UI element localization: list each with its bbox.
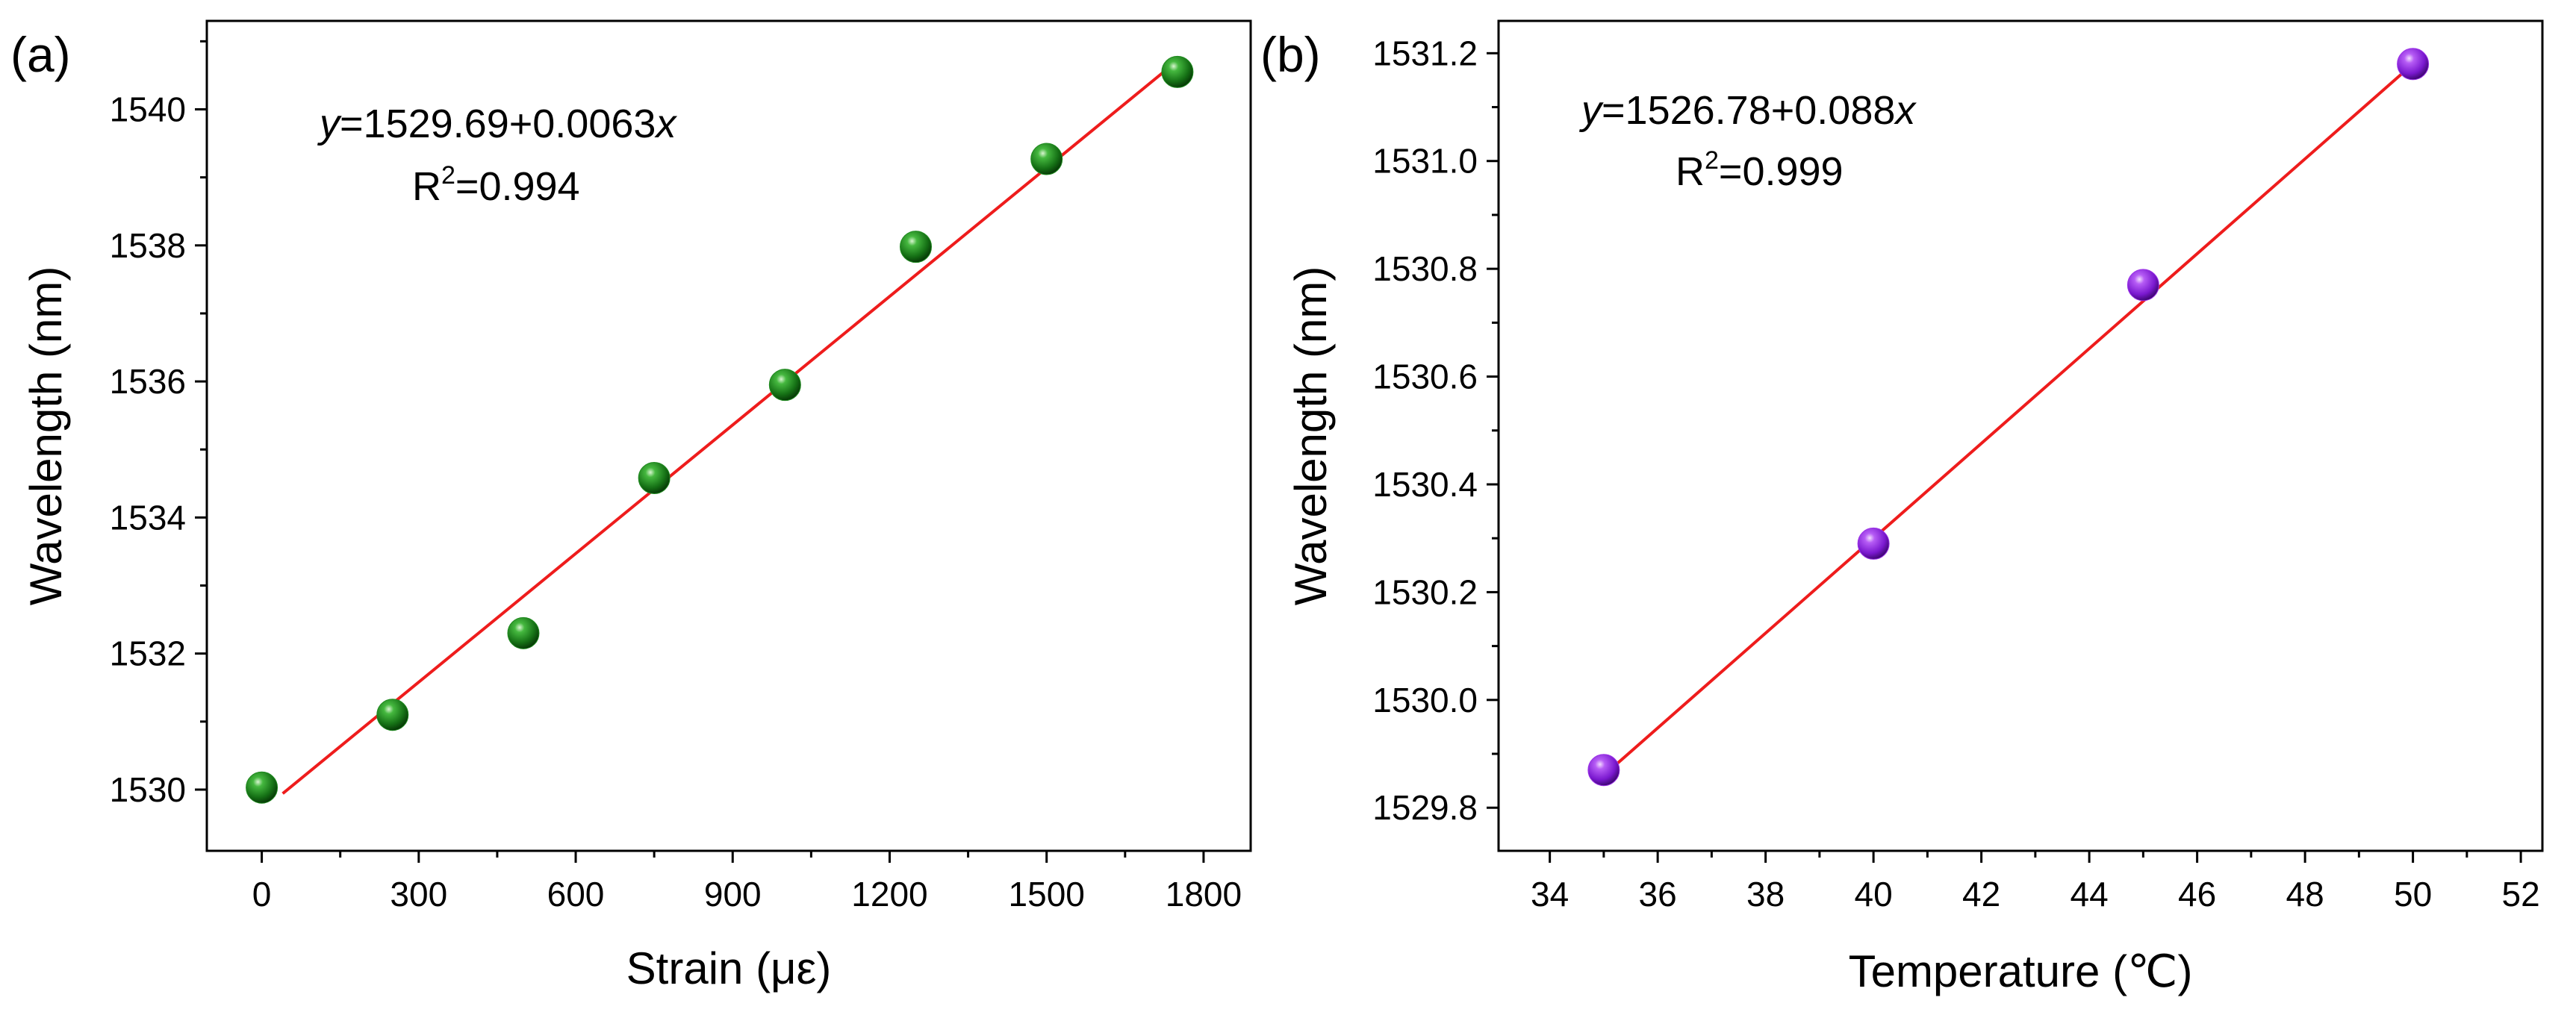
panel-a-x-axis: 0 300 600 900 1200 1500 1800 <box>252 851 1242 914</box>
panel-a-x-tick-label: 600 <box>547 875 605 914</box>
panel-b-r2-value: =0.999 <box>1719 149 1844 194</box>
panel-a-equation-y: y <box>317 102 342 146</box>
panel-b-x-tick-label: 50 <box>2394 875 2432 914</box>
panel-b-y-tick-label: 1531.2 <box>1372 34 1478 72</box>
panel-b-y-tick-label: 1529.8 <box>1372 788 1478 827</box>
panel-a-data-point <box>1161 55 1194 88</box>
panel-b-label: (b) <box>1260 27 1321 82</box>
panel-b-y-tick-label: 1530.4 <box>1372 465 1478 504</box>
panel-a-x-tick-label: 0 <box>252 875 272 914</box>
panel-b-r2-prefix: R <box>1676 149 1705 194</box>
panel-a-points <box>246 55 1194 804</box>
panel-b-x-tick-label: 36 <box>1639 875 1677 914</box>
panel-a-y-axis: 1530 1532 1534 1536 1538 1540 <box>110 40 207 809</box>
panel-b-x-tick-label: 34 <box>1531 875 1569 914</box>
panel-b-x-axis-title: Temperature (℃) <box>1849 946 2193 996</box>
panel-b-y-axis: 1529.8 1530.0 1530.2 1530.4 1530.6 1530.8 1531… <box>1372 34 1499 827</box>
panel-b-equation-y: y <box>1578 88 1604 133</box>
panel-b-r2: R2=0.999 <box>1676 146 1844 194</box>
panel-b-fit-line <box>1602 63 2414 777</box>
panel-b-points <box>1587 48 2430 787</box>
panel-a-x-tick-label: 300 <box>390 875 447 914</box>
panel-a-y-tick-label: 1536 <box>110 362 186 401</box>
panel-b-x-tick-label: 48 <box>2286 875 2324 914</box>
panel-b-data-point <box>1587 754 1620 787</box>
panel-a-equation-x: x <box>653 102 677 146</box>
panel-b-data-point <box>1857 527 1890 560</box>
panel-b-y-tick-label: 1530.2 <box>1372 572 1478 611</box>
panel-b-y-axis-title: Wavelength (nm) <box>1286 266 1336 606</box>
panel-a-y-axis-title: Wavelength (nm) <box>21 266 71 606</box>
panel-a-x-tick-label: 900 <box>704 875 762 914</box>
panel-a-y-tick-label: 1530 <box>110 770 186 809</box>
panel-b-equation: y=1526.78+0.088x <box>1578 88 1917 133</box>
panel-b-x-tick-label: 52 <box>2502 875 2540 914</box>
panel-a-x-tick-label: 1200 <box>851 875 927 914</box>
panel-a-fit <box>281 59 1179 795</box>
panel-a-plot-frame <box>205 19 1252 852</box>
panel-a-r2-value: =0.994 <box>455 164 580 209</box>
panel-a-equation: y=1529.69+0.0063x <box>317 102 677 146</box>
panel-a-label: (a) <box>10 27 71 82</box>
panel-b-equation-text: =1526.78+0.088 <box>1602 88 1895 133</box>
panel-b-y-tick-label: 1530.0 <box>1372 681 1478 719</box>
panel-a-y-tick-label: 1534 <box>110 498 186 537</box>
panel-a-y-tick-label: 1538 <box>110 226 186 265</box>
panel-b-x-axis: 34 36 38 40 42 44 46 48 50 52 <box>1531 851 2540 914</box>
panel-a-data-point <box>638 462 671 495</box>
panel-b-x-tick-label: 46 <box>2178 875 2216 914</box>
panel-a-r2: R2=0.994 <box>412 161 580 209</box>
panel-b-x-tick-label: 38 <box>1746 875 1785 914</box>
panel-a-x-axis-title: Strain (με) <box>626 943 832 993</box>
panel-a-y-tick-label: 1532 <box>110 634 186 673</box>
panel-b-r2-sup: 2 <box>1705 146 1719 175</box>
panel-a-data-point <box>768 369 801 402</box>
panel-b-plot-frame <box>1497 19 2544 852</box>
panel-a-y-tick-label: 1540 <box>110 90 186 128</box>
panel-a-data-point <box>1030 143 1063 175</box>
panel-b-y-tick-label: 1530.8 <box>1372 249 1478 288</box>
panel-a: (a) 1530 1532 1534 1536 1538 1540 0 300 600 900 1… <box>10 19 1252 993</box>
panel-b-equation-x: x <box>1893 88 1917 133</box>
panel-a-x-tick-label: 1500 <box>1009 875 1085 914</box>
panel-a-fit-line <box>281 59 1179 795</box>
panel-b-y-tick-label: 1531.0 <box>1372 142 1478 181</box>
panel-a-equation-text: =1529.69+0.0063 <box>340 102 656 146</box>
panel-b-x-tick-label: 42 <box>1962 875 2000 914</box>
panel-b-x-tick-label: 40 <box>1855 875 1893 914</box>
panel-a-data-point <box>246 771 279 804</box>
panel-a-r2-sup: 2 <box>441 161 455 190</box>
panel-b-x-tick-label: 44 <box>2071 875 2109 914</box>
panel-a-x-tick-label: 1800 <box>1166 875 1242 914</box>
panel-b-data-point <box>2397 48 2430 81</box>
panel-a-data-point <box>507 616 540 649</box>
panel-b-data-point <box>2127 269 2159 302</box>
panel-a-r2-prefix: R <box>412 164 441 209</box>
panel-a-data-point <box>900 231 933 263</box>
panel-b-fit <box>1602 63 2414 777</box>
panel-b: (b) 1529.8 1530.0 1530.2 1530.4 1530.6 1530.8… <box>1260 19 2544 996</box>
panel-a-data-point <box>376 699 409 731</box>
panel-b-y-tick-label: 1530.6 <box>1372 357 1478 396</box>
